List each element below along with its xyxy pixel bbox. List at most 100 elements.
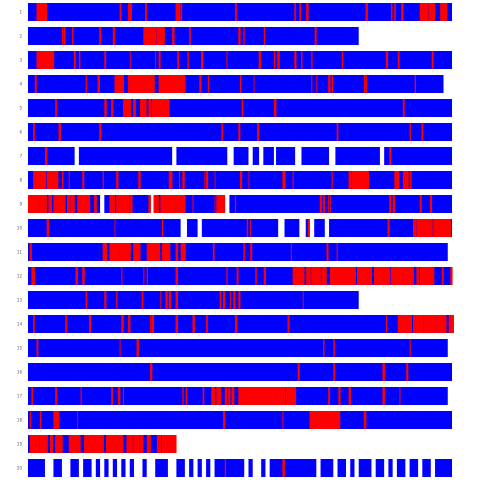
value-stripe xyxy=(150,363,153,381)
value-stripe xyxy=(53,195,56,213)
gap-segment xyxy=(201,459,207,477)
value-stripe xyxy=(36,339,39,357)
value-stripe xyxy=(414,315,421,333)
value-stripe xyxy=(163,195,170,213)
gap-segment xyxy=(265,459,270,477)
value-stripe xyxy=(161,99,168,117)
value-stripe xyxy=(272,387,276,405)
value-stripe xyxy=(418,219,424,237)
value-stripe xyxy=(396,267,399,285)
value-stripe xyxy=(182,387,184,405)
value-stripe xyxy=(429,267,434,285)
value-stripe xyxy=(331,75,334,93)
value-stripe xyxy=(38,51,42,69)
value-stripe xyxy=(329,267,334,285)
value-stripe xyxy=(116,291,118,309)
value-stripe xyxy=(39,3,46,21)
value-stripe xyxy=(234,3,237,21)
value-stripe xyxy=(312,411,317,429)
value-stripe xyxy=(111,435,115,453)
value-stripe xyxy=(411,267,414,285)
value-stripe xyxy=(314,27,317,45)
value-stripe xyxy=(360,171,364,189)
value-stripe xyxy=(253,75,255,93)
value-stripe xyxy=(134,243,141,261)
value-stripe xyxy=(80,387,82,405)
value-stripe xyxy=(178,3,181,21)
value-stripe xyxy=(202,387,205,405)
value-stripe xyxy=(55,99,57,117)
gap-segment xyxy=(210,459,215,477)
value-stripe xyxy=(290,243,292,261)
value-stripe xyxy=(306,3,309,21)
value-stripe xyxy=(148,27,152,45)
gap-segment xyxy=(91,459,96,477)
value-stripe xyxy=(141,291,144,309)
value-stripe xyxy=(390,267,394,285)
value-stripe xyxy=(379,267,386,285)
value-stripe xyxy=(44,51,52,69)
value-stripe xyxy=(50,435,54,453)
value-stripe xyxy=(175,195,180,213)
value-stripe xyxy=(168,171,172,189)
value-stripe xyxy=(180,3,183,21)
value-stripe xyxy=(122,387,125,405)
gap-segment xyxy=(392,459,397,477)
value-stripe xyxy=(401,267,405,285)
value-stripe xyxy=(443,315,447,333)
value-stripe xyxy=(212,243,215,261)
value-stripe xyxy=(409,123,411,141)
value-stripe xyxy=(326,243,329,261)
value-stripe xyxy=(119,3,122,21)
value-stripe xyxy=(299,3,302,21)
value-stripe xyxy=(114,219,116,237)
value-stripe xyxy=(150,75,155,93)
value-stripe xyxy=(204,171,206,189)
value-stripe xyxy=(77,195,83,213)
value-stripe xyxy=(158,51,161,69)
value-stripe xyxy=(445,219,452,237)
gap-segment xyxy=(180,219,187,237)
gap-segment xyxy=(227,147,234,165)
value-stripe xyxy=(29,411,31,429)
value-stripe xyxy=(253,387,260,405)
value-stripe xyxy=(92,435,98,453)
value-stripe xyxy=(116,75,122,93)
value-stripe xyxy=(350,267,355,285)
value-stripe xyxy=(56,171,59,189)
value-stripe xyxy=(240,75,242,93)
value-stripe xyxy=(36,51,39,69)
value-stripe xyxy=(39,411,42,429)
row-label: 14 xyxy=(17,322,23,327)
value-stripe xyxy=(241,387,246,405)
row-label: 9 xyxy=(19,202,22,207)
value-stripe xyxy=(307,267,311,285)
value-stripe xyxy=(333,411,339,429)
gap-segment xyxy=(44,459,54,477)
value-stripe xyxy=(73,51,76,69)
value-stripe xyxy=(116,195,119,213)
value-stripe xyxy=(424,3,428,21)
value-stripe xyxy=(250,243,253,261)
value-stripe xyxy=(234,315,238,333)
value-stripe xyxy=(129,3,132,21)
value-stripe xyxy=(33,123,35,141)
value-stripe xyxy=(200,51,204,69)
gap-segment xyxy=(193,459,198,477)
value-stripe xyxy=(429,219,433,237)
value-stripe xyxy=(187,51,189,69)
row-label: 5 xyxy=(19,106,22,111)
value-stripe xyxy=(207,75,210,93)
value-stripe xyxy=(33,195,37,213)
row-label: 11 xyxy=(17,250,23,255)
value-stripe xyxy=(385,315,387,333)
value-stripe xyxy=(331,171,333,189)
value-stripe xyxy=(226,267,228,285)
value-stripe xyxy=(336,411,341,429)
row-label: 7 xyxy=(19,154,22,159)
gap-segment xyxy=(333,459,338,477)
value-stripe xyxy=(228,387,231,405)
value-stripe xyxy=(161,219,164,237)
sequence-bar xyxy=(28,243,448,261)
value-stripe xyxy=(77,435,80,453)
